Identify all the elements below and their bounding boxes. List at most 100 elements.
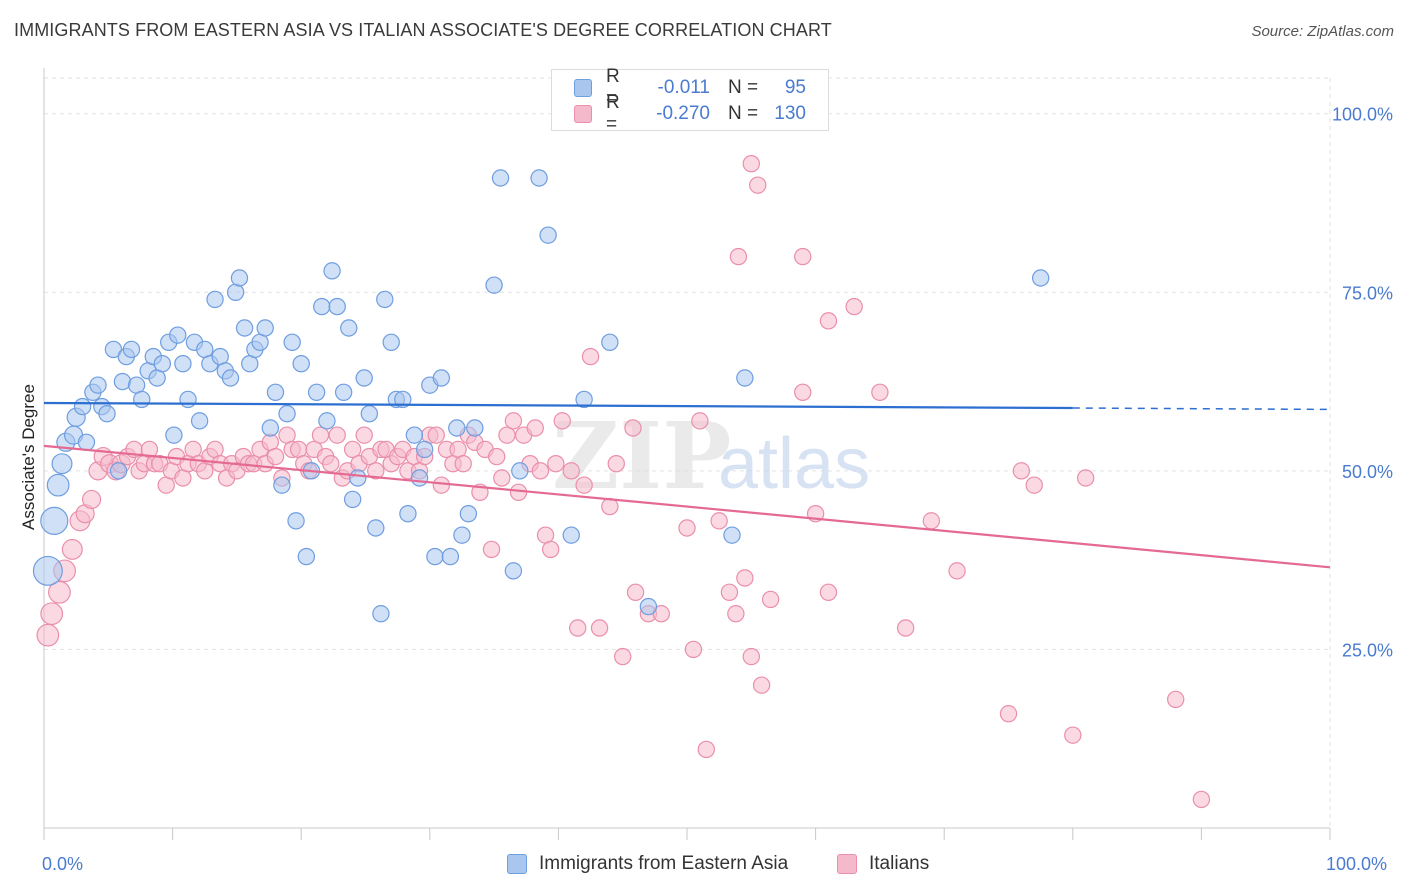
eastern-asia-point-91 [639, 597, 658, 616]
eastern-asia-point-1 [40, 506, 69, 535]
watermark: ZIP atlas [552, 402, 870, 510]
eastern-asia-point-48 [283, 333, 301, 351]
n-label: N = [728, 77, 759, 98]
italians-point-127 [1076, 469, 1095, 487]
italians-point-4 [61, 538, 83, 560]
italians-point-56 [355, 426, 373, 444]
eastern-asia-point-56 [323, 262, 341, 280]
x-tick-labels: 0.0% 100.0% [42, 854, 1387, 874]
eastern-asia-point-3 [51, 453, 73, 475]
eastern-asia-point-10 [89, 376, 107, 394]
eastern-asia-point-12 [98, 405, 116, 423]
legend-row-italians: R = -0.270 N = 130 [574, 92, 806, 135]
eastern-asia-point-92 [723, 526, 741, 544]
italians-extra-point-0 [729, 247, 748, 266]
italians-point-116 [794, 383, 812, 401]
eastern-asia-point-60 [343, 490, 362, 509]
y-axis-label: Associate's Degree [19, 384, 38, 530]
italians-point-110 [720, 583, 739, 601]
eastern-asia-point-49 [287, 512, 305, 530]
eastern-asia-point-26 [169, 326, 187, 344]
italians-point-88 [531, 462, 550, 480]
italians-point-112 [736, 569, 754, 587]
italians-point-0 [36, 623, 60, 647]
italians-point-111 [727, 605, 745, 623]
italians-point-74 [454, 455, 472, 473]
italians-point-115 [761, 590, 780, 609]
italians-point-95 [575, 476, 593, 494]
pink-swatch-icon [574, 105, 592, 123]
legend-row-eastern-asia: R = -0.011 N = 95 [574, 66, 806, 109]
eastern-asia-point-0 [32, 555, 63, 586]
italians-point-129 [1192, 790, 1211, 809]
eastern-asia-point-57 [328, 297, 346, 316]
eastern-asia-trend-line [43, 401, 1073, 410]
italians-extra-point-3 [794, 247, 812, 266]
pink-swatch-icon [837, 854, 857, 874]
eastern-asia-point-77 [441, 547, 460, 566]
eastern-asia-point-64 [367, 519, 385, 537]
eastern-asia-point-27 [174, 355, 192, 373]
eastern-asia-trend-extension [1072, 407, 1331, 411]
italians-point-123 [999, 705, 1018, 723]
italians-point-54 [343, 440, 362, 459]
series-legend: Immigrants from Eastern Asia Italians [0, 853, 1406, 877]
eastern-asia-point-69 [394, 390, 412, 409]
eastern-asia-point-39 [235, 319, 254, 337]
italians-point-126 [1064, 726, 1082, 744]
legend-label: Italians [869, 853, 930, 874]
eastern-asia-point-30 [190, 412, 209, 430]
eastern-asia-point-81 [466, 419, 484, 437]
trend-lines [43, 401, 1331, 569]
eastern-asia-point-14 [109, 462, 128, 480]
eastern-asia-point-73 [415, 440, 434, 459]
axes [43, 68, 1331, 840]
y-tick-label-0: 25.0% [1342, 640, 1393, 660]
italians-point-91 [547, 455, 565, 473]
eastern-asia-point-82 [485, 276, 503, 294]
eastern-asia-point-2 [46, 473, 70, 497]
eastern-asia-point-87 [539, 226, 557, 244]
r-label: R = [606, 92, 620, 135]
r-label: R = [606, 66, 620, 109]
italians-extra-point-4 [819, 312, 838, 330]
eastern-asia-point-59 [340, 319, 358, 337]
eastern-asia-point-86 [530, 169, 548, 187]
italians-point-100 [614, 647, 632, 666]
eastern-asia-point-33 [206, 290, 224, 309]
eastern-asia-point-70 [399, 505, 417, 523]
italians-point-81 [493, 469, 511, 487]
correlation-legend: R = -0.011 N = 95 R = -0.270 N = 130 [551, 66, 829, 135]
y-tick-label-2: 75.0% [1342, 283, 1393, 303]
italians-point-113 [742, 647, 761, 666]
legend-item-eastern-asia[interactable]: Immigrants from Eastern Asia [507, 853, 788, 875]
eastern-asia-point-19 [133, 390, 151, 409]
eastern-asia-point-90 [601, 333, 619, 351]
eastern-asia-point-88 [562, 526, 580, 544]
eastern-asia-point-44 [261, 419, 280, 437]
n-value: 95 [784, 77, 806, 98]
eastern-asia-point-46 [273, 476, 291, 494]
eastern-asia-point-84 [504, 562, 523, 580]
italians-extra-point-5 [871, 383, 889, 401]
legend-item-italians[interactable]: Italians [837, 853, 929, 875]
eastern-asia-point-75 [426, 547, 444, 566]
eastern-asia-point-50 [292, 355, 310, 373]
eastern-asia-point-61 [349, 469, 367, 487]
blue-swatch-icon [507, 854, 527, 874]
eastern-asia-point-89 [575, 390, 593, 409]
eastern-asia-point-25 [165, 426, 183, 444]
source-credit: Source: ZipAtlas.com [1251, 23, 1394, 40]
italians-point-128 [1166, 690, 1185, 709]
italians-point-93 [562, 462, 580, 480]
italians-point-102 [626, 583, 645, 601]
eastern-asia-point-58 [334, 383, 353, 401]
eastern-asia-point-76 [432, 369, 451, 387]
chart-title: IMMIGRANTS FROM EASTERN ASIA VS ITALIAN … [14, 20, 832, 40]
x-tick-label-min: 0.0% [42, 854, 83, 874]
italians-point-120 [896, 619, 915, 637]
italians-point-69 [427, 426, 445, 444]
r-value: -0.011 [657, 77, 710, 98]
italians-point-92 [553, 412, 571, 430]
